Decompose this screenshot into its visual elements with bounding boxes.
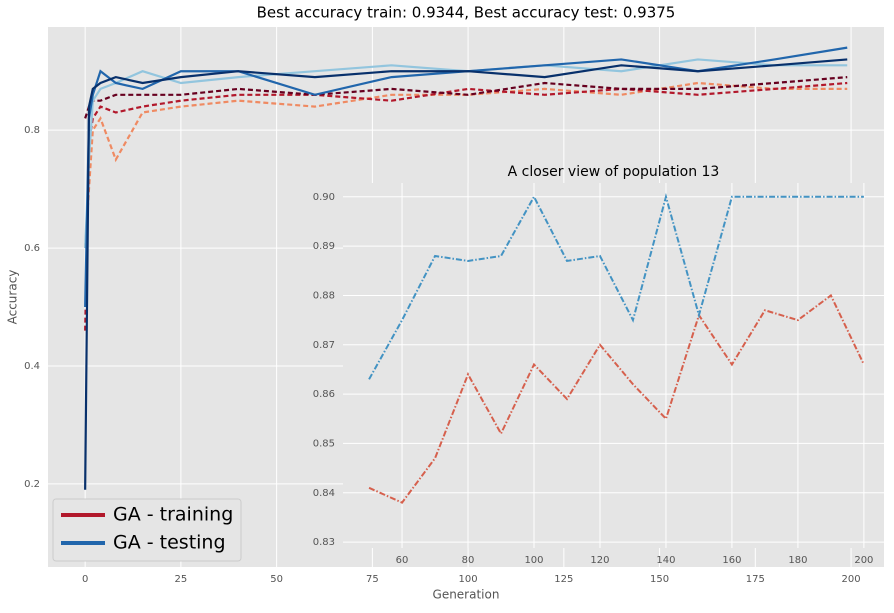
x-tick-label: 125: [554, 574, 573, 585]
y-tick-label: 0.88: [313, 290, 335, 301]
x-tick-label: 200: [854, 555, 873, 566]
x-tick-label: 200: [842, 574, 861, 585]
legend-label: GA - training: [113, 504, 233, 526]
x-tick-label: 160: [722, 555, 741, 566]
x-tick-label: 80: [462, 555, 475, 566]
x-tick-label: 0: [82, 574, 88, 585]
x-tick-label: 100: [459, 574, 478, 585]
y-axis-label: Accuracy: [6, 270, 20, 325]
data-line: [368, 193, 864, 380]
y-tick-label: 0.2: [24, 479, 40, 490]
chart-title: Best accuracy train: 0.9344, Best accura…: [257, 4, 676, 22]
x-tick-label: 100: [524, 555, 543, 566]
y-tick-label: 0.4: [24, 361, 40, 372]
x-tick-label: 50: [270, 574, 283, 585]
x-tick-label: 150: [650, 574, 669, 585]
y-tick-label: 0.87: [313, 340, 335, 351]
x-tick-label: 175: [746, 574, 765, 585]
y-tick-label: 0.89: [313, 241, 335, 252]
data-line: [368, 293, 865, 504]
x-tick-label: 120: [590, 555, 609, 566]
y-tick-label: 0.86: [313, 389, 335, 400]
y-tick-label: 0.84: [313, 488, 335, 499]
data-line: [84, 81, 848, 331]
x-tick-label: 60: [396, 555, 409, 566]
plot-background: [343, 183, 884, 548]
x-tick-label: 25: [175, 574, 188, 585]
y-tick-label: 0.6: [24, 243, 40, 254]
data-line: [84, 58, 848, 490]
y-tick-label: 0.85: [313, 438, 335, 449]
y-tick-label: 0.83: [313, 537, 335, 548]
data-line: [84, 46, 848, 308]
x-axis-label: Generation: [433, 588, 500, 602]
data-line: [84, 76, 848, 119]
x-tick-label: 140: [656, 555, 675, 566]
inset-title: A closer view of population 13: [508, 164, 720, 180]
y-tick-label: 0.8: [24, 125, 40, 136]
x-tick-label: 75: [366, 574, 379, 585]
axes: 60 80 100 120 140 160 180 200 0.83 0.84 0.85 0.86 0.…: [313, 164, 884, 566]
legend-label: GA - testing: [113, 532, 226, 554]
x-tick-label: 180: [788, 555, 807, 566]
y-tick-label: 0.90: [313, 192, 335, 203]
